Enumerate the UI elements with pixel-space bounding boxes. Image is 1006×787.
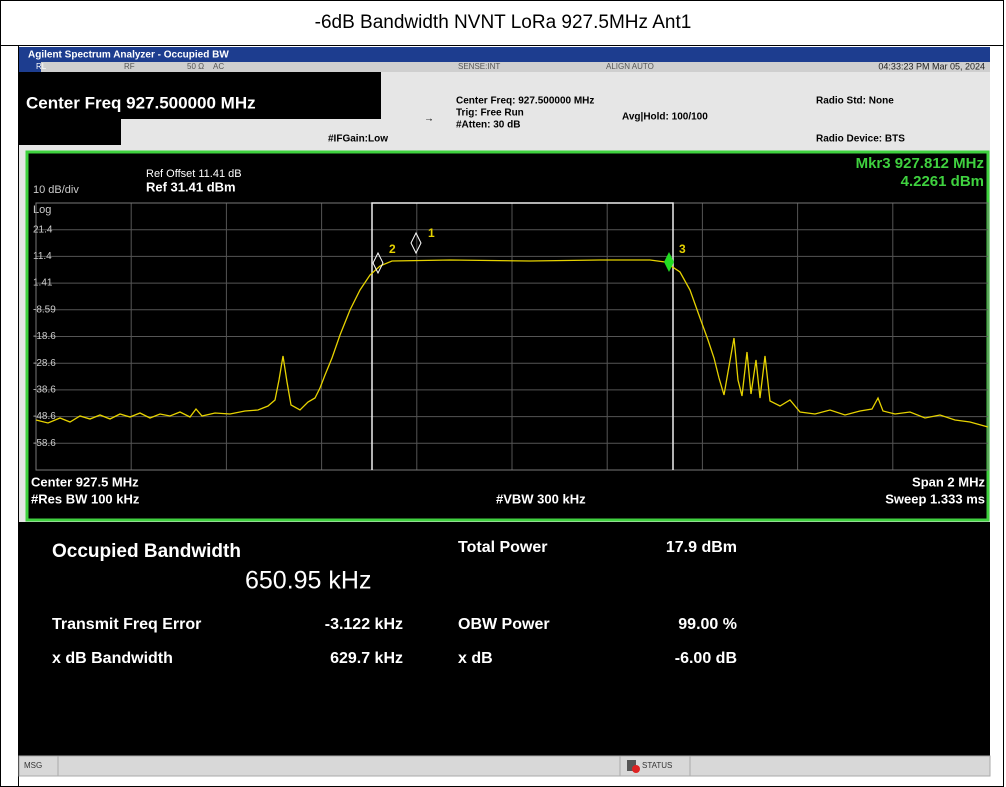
ref-offset: Ref Offset 11.41 dB xyxy=(146,168,242,180)
y-tick-label: -38.6 xyxy=(33,385,56,396)
vbw: #VBW 300 kHz xyxy=(496,491,586,506)
center-freq-box-top xyxy=(19,72,381,94)
y-tick-label: -58.6 xyxy=(33,438,56,449)
obw-value: 650.95 kHz xyxy=(245,567,371,595)
window-titlebar xyxy=(19,47,990,62)
y-tick-label: -48.6 xyxy=(33,411,56,422)
freq-error-label: Transmit Freq Error xyxy=(52,616,201,633)
marker-level: 4.2261 dBm xyxy=(901,173,984,190)
y-tick-label: -8.59 xyxy=(33,304,56,315)
freq-error: -3.122 kHz xyxy=(325,616,403,633)
marker-label: 2 xyxy=(389,242,396,256)
obw-label: Occupied Bandwidth xyxy=(52,541,241,562)
scale-type: Log xyxy=(33,204,51,216)
y-tick-label: 11.4 xyxy=(33,251,52,262)
marker-label: 1 xyxy=(428,226,435,240)
sense: SENSE:INT xyxy=(458,62,500,71)
status-icon-badge xyxy=(632,765,640,773)
status-row xyxy=(19,62,990,72)
obw-power: 99.00 % xyxy=(678,616,737,633)
graticule xyxy=(36,203,988,470)
results-panel xyxy=(19,522,990,756)
radio-device: Radio Device: BTS xyxy=(816,134,905,145)
xdb-bw: 629.7 kHz xyxy=(330,650,403,667)
total-power-label: Total Power xyxy=(458,539,548,556)
marker-freq: Mkr3 927.812 MHz xyxy=(856,155,984,172)
res-bw: #Res BW 100 kHz xyxy=(31,491,140,506)
coupling: AC xyxy=(213,62,224,71)
page-title: -6dB Bandwidth NVNT LoRa 927.5MHz Ant1 xyxy=(315,12,692,33)
rl-badge xyxy=(19,62,41,72)
obw-bracket xyxy=(371,202,674,470)
marker-label: 3 xyxy=(679,242,686,256)
center-freq-big: Center Freq 927.500000 MHz xyxy=(26,93,256,112)
span: Span 2 MHz xyxy=(912,474,985,489)
radio-std: Radio Std: None xyxy=(816,96,894,107)
rf: RF xyxy=(124,62,135,71)
obw-power-label: OBW Power xyxy=(458,616,550,633)
center-freq-box xyxy=(19,93,381,119)
status-icon xyxy=(627,760,636,771)
status: STATUS xyxy=(642,761,672,770)
xdb: -6.00 dB xyxy=(675,650,737,667)
marker-3 xyxy=(664,252,674,272)
scale: 10 dB/div xyxy=(33,184,79,196)
datetime: 04:33:23 PM Mar 05, 2024 xyxy=(878,61,985,71)
center: Center 927.5 MHz xyxy=(31,474,139,489)
total-power: 17.9 dBm xyxy=(666,539,737,556)
xdb-label: x dB xyxy=(458,650,493,667)
y-tick-label: -18.6 xyxy=(33,331,56,342)
arrow: → xyxy=(424,114,434,125)
impedance: 50 Ω xyxy=(187,62,204,71)
xdb-bw-label: x dB Bandwidth xyxy=(52,650,173,667)
ifgain: #IFGain:Low xyxy=(328,134,388,145)
footer xyxy=(18,755,991,777)
y-tick-label: 21.4 xyxy=(33,224,53,235)
center-freq: Center Freq: 927.500000 MHz xyxy=(456,96,594,107)
rl: RL xyxy=(36,62,47,71)
y-tick-label: 1.41 xyxy=(33,278,53,289)
align: ALIGN AUTO xyxy=(606,62,654,71)
msg: MSG xyxy=(24,761,42,770)
y-tick-label: -28.6 xyxy=(33,358,56,369)
ref-level: Ref 31.41 dBm xyxy=(146,179,236,194)
marker-2 xyxy=(372,251,384,275)
center-freq-box-ext xyxy=(19,119,121,145)
marker-1 xyxy=(410,231,422,255)
trace xyxy=(35,259,989,428)
window-title: Agilent Spectrum Analyzer - Occupied BW xyxy=(28,50,229,61)
avg-hold: Avg|Hold: 100/100 xyxy=(622,112,708,123)
trig: Trig: Free Run xyxy=(456,108,524,119)
sweep: Sweep 1.333 ms xyxy=(885,491,985,506)
atten: #Atten: 30 dB xyxy=(456,120,520,131)
